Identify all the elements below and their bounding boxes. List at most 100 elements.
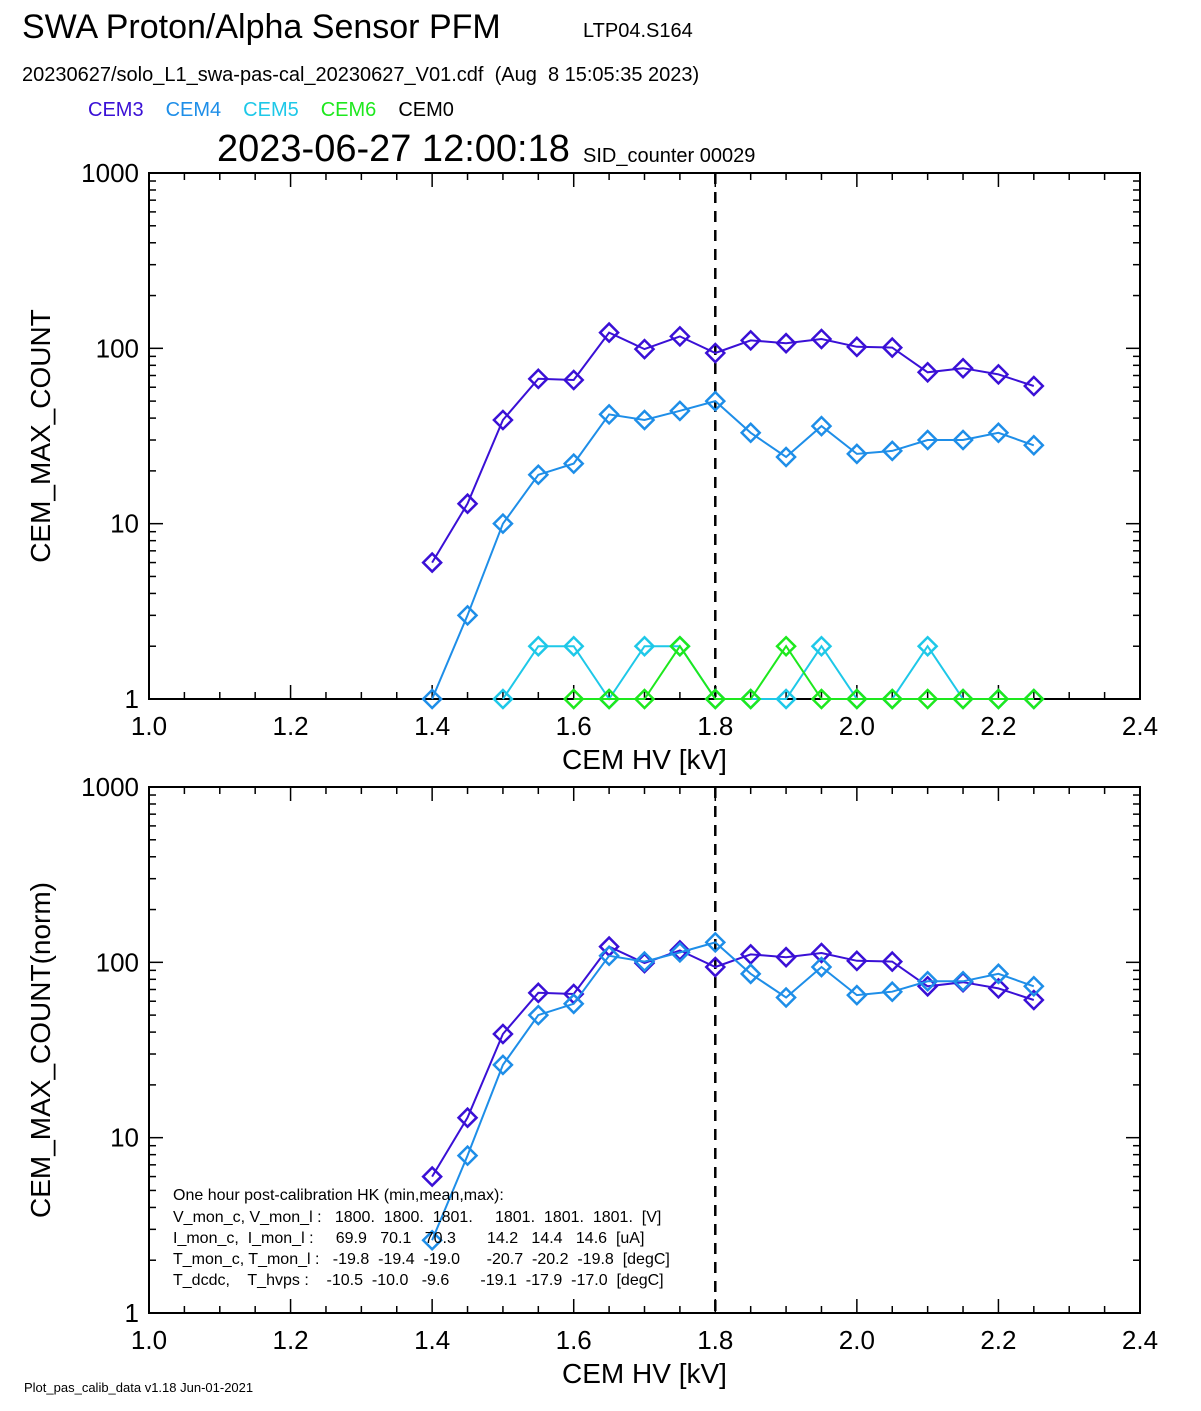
chart-panel-2: 1.0 1.2 1.4 1.6 1.8 2.0 2.2 2.4 1 10 100 1000 CEM HV… (25, 772, 1158, 1389)
y-tick-label: 1 (125, 1298, 139, 1328)
data-point (669, 325, 691, 348)
data-point (916, 688, 939, 710)
data-point (846, 950, 868, 972)
data-point (669, 941, 691, 964)
legend: CEM3 CEM4 CEM5 CEM6 CEM0 (88, 99, 476, 122)
sid-counter: SID_counter 00029 (583, 145, 756, 167)
series-line (573, 644, 1034, 700)
data-point (881, 336, 904, 359)
data-point (775, 688, 797, 710)
y-axis-title: CEM_MAX_COUNT(norm) (25, 882, 56, 1218)
data-point (846, 984, 868, 1006)
x-tick-label: 2.4 (1122, 711, 1158, 741)
x-tick-label: 2.0 (839, 711, 875, 741)
data-point (846, 443, 868, 465)
y-tick-label: 10 (110, 509, 139, 539)
data-point (1023, 975, 1045, 998)
footer-version: Plot_pas_calib_data v1.18 Jun-01-2021 (24, 1380, 254, 1395)
data-point (846, 336, 868, 358)
data-point (527, 464, 550, 486)
data-point (1023, 375, 1045, 397)
data-point (739, 329, 762, 352)
y-tick-label: 10 (110, 1123, 139, 1153)
x-tick-label: 1.2 (272, 711, 308, 741)
data-point (952, 688, 974, 710)
legend-entry-cem4: CEM4 (165, 99, 222, 121)
x-tick-label: 1.4 (414, 711, 450, 741)
x-axis-title: CEM HV [kV] (562, 1358, 727, 1389)
data-point (492, 512, 514, 535)
x-tick-label: 1.4 (414, 1325, 450, 1355)
series-cem4 (421, 390, 1045, 710)
data-point (421, 1229, 443, 1252)
series-line (431, 399, 1035, 700)
data-point (562, 688, 585, 710)
data-point (881, 440, 904, 462)
data-point (952, 429, 974, 451)
legend-entry-cem0: CEM0 (398, 99, 454, 121)
data-point (456, 492, 479, 515)
hk-row: V_mon_c, V_mon_l : 1800. 1800. 1801. 180… (173, 1209, 661, 1226)
y-tick-label: 1000 (81, 772, 139, 802)
data-point (775, 635, 797, 657)
data-point (775, 332, 797, 354)
series-cem6 (562, 635, 1045, 710)
data-point (952, 970, 974, 993)
data-point (739, 421, 762, 444)
data-point (633, 635, 656, 657)
data-point (492, 688, 514, 710)
data-point (810, 328, 833, 350)
data-point (562, 635, 585, 657)
data-point (527, 1004, 550, 1026)
data-point (704, 931, 727, 954)
data-point (987, 421, 1010, 444)
hk-row: T_mon_c, T_mon_l : -19.8 -19.4 -19.0 -20… (173, 1251, 670, 1268)
data-point (810, 942, 833, 964)
data-point (527, 982, 550, 1004)
data-point (881, 980, 904, 1003)
x-tick-label: 2.0 (839, 1325, 875, 1355)
x-tick-label: 1.8 (697, 1325, 733, 1355)
data-point (421, 551, 443, 574)
hk-row: I_mon_c, I_mon_l : 69.9 70.1 70.3 14.2 1… (173, 1230, 644, 1247)
x-tick-label: 2.2 (980, 1325, 1016, 1355)
data-point (562, 993, 585, 1015)
data-point (810, 635, 833, 657)
data-point (881, 688, 904, 710)
y-tick-label: 100 (96, 333, 139, 363)
data-point (633, 688, 656, 710)
hk-row: T_dcdc, T_hvps : -10.5 -10.0 -9.6 -19.1 … (173, 1272, 664, 1289)
data-point (492, 1023, 514, 1045)
run-id: LTP04.S164 (583, 20, 693, 42)
data-point (916, 970, 939, 993)
data-point (704, 688, 727, 710)
data-point (421, 1165, 443, 1188)
data-point (916, 361, 939, 384)
legend-entry-cem6: CEM6 (320, 99, 377, 121)
x-tick-label: 1.0 (131, 1325, 167, 1355)
data-point (704, 390, 727, 412)
y-tick-label: 100 (96, 947, 139, 977)
x-tick-label: 1.6 (556, 1325, 592, 1355)
data-point (1023, 989, 1045, 1011)
data-point (669, 635, 691, 657)
file-info: 20230627/solo_L1_swa-pas-cal_20230627_V0… (22, 64, 700, 86)
timestamp: 2023-06-27 12:00:18 (217, 128, 570, 170)
x-tick-label: 1.6 (556, 711, 592, 741)
series-line (431, 331, 1035, 564)
data-point (775, 986, 797, 1009)
data-point (456, 1106, 479, 1129)
series-cem3 (421, 935, 1045, 1188)
x-tick-label: 1.8 (697, 711, 733, 741)
data-point (775, 446, 797, 468)
data-point (952, 357, 974, 380)
x-axis-title: CEM HV [kV] (562, 744, 727, 775)
data-point (739, 688, 762, 710)
data-point (916, 635, 939, 657)
data-point (633, 338, 656, 360)
data-point (421, 688, 443, 710)
data-point (739, 963, 762, 985)
y-tick-label: 1 (125, 684, 139, 714)
data-point (598, 945, 620, 967)
data-point (598, 688, 620, 710)
